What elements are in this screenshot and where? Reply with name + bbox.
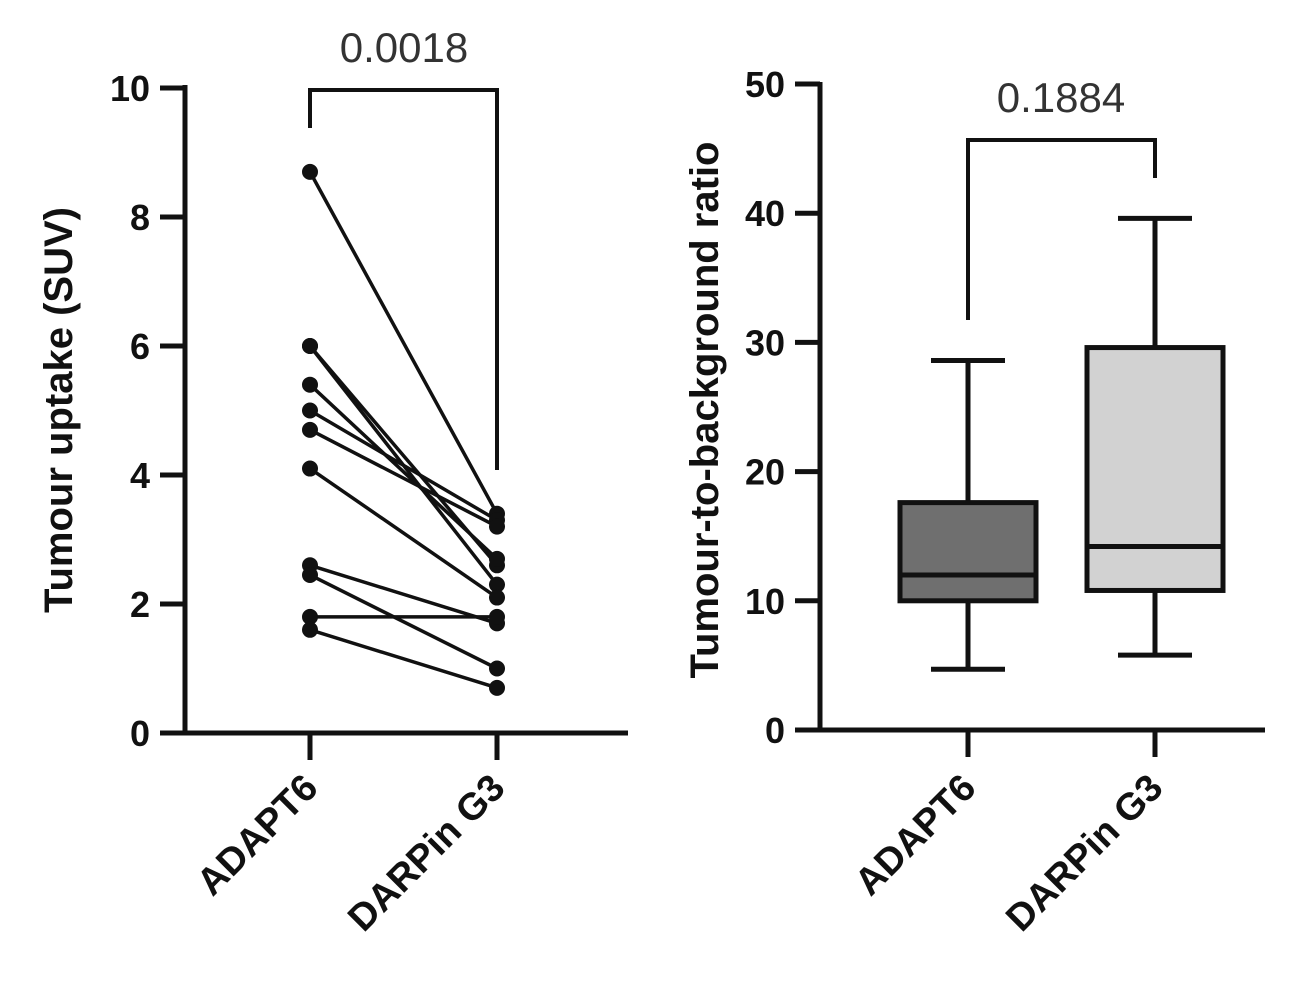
iqr-box [897, 500, 1039, 604]
left-x-label-darpin: DARPin G3 [340, 767, 513, 940]
pair-line [308, 171, 499, 515]
left-y-tick-label: 8 [130, 197, 150, 238]
paired-observation [302, 376, 505, 567]
adapt6-point [302, 608, 318, 625]
left-significance-bracket [308, 88, 499, 470]
adapt6-point [302, 402, 318, 419]
darpin-point [489, 518, 505, 535]
paired-lines [302, 163, 505, 696]
right-x-label-adapt6: ADAPT6 [847, 767, 984, 904]
tbr-panel: Tumour-to-background ratio 0 10 20 30 40 50 0… [683, 64, 1265, 940]
right-y-tick-label: 10 [745, 581, 785, 622]
uptake-panel: Tumour uptake (SUV) 0 2 4 6 8 10 0.0018 ADAPT… [37, 24, 628, 940]
right-p-value: 0.1884 [997, 74, 1125, 121]
left-y-tick-label: 10 [110, 68, 150, 109]
right-y-tick-label: 0 [765, 710, 785, 751]
right-significance-bracket [966, 138, 1157, 320]
left-y-ticks: 0 2 4 6 8 10 [110, 68, 185, 754]
paired-observation [302, 608, 505, 625]
right-x-label-darpin: DARPin G3 [998, 767, 1171, 940]
right-y-tick-label: 20 [745, 452, 785, 493]
pair-line [309, 628, 498, 690]
iqr-box [1084, 345, 1226, 593]
darpin-point [489, 550, 505, 567]
adapt6-point [302, 460, 318, 477]
left-x-label-adapt6: ADAPT6 [189, 767, 326, 904]
paired-observation [302, 421, 505, 535]
adapt6-point [302, 163, 318, 180]
paired-observation [302, 460, 505, 606]
left-y-tick-label: 6 [130, 326, 150, 367]
right-y-axis-label: Tumour-to-background ratio [683, 142, 727, 679]
darpin-point [489, 679, 505, 696]
adapt6-point [302, 376, 318, 393]
boxplots [897, 215, 1226, 672]
left-p-value: 0.0018 [340, 24, 468, 71]
right-y-ticks: 0 10 20 30 40 50 [745, 64, 820, 751]
paired-observation [302, 621, 505, 696]
pair-line [309, 563, 498, 626]
box-darpin-g3 [1084, 215, 1226, 658]
paired-observation [302, 566, 505, 677]
paired-observation [302, 402, 505, 529]
adapt6-point [302, 566, 318, 583]
right-y-tick-label: 50 [745, 64, 785, 105]
pair-line [309, 573, 498, 671]
pair-line [309, 467, 498, 599]
left-y-tick-label: 0 [130, 713, 150, 754]
adapt6-point [302, 421, 318, 438]
adapt6-point [302, 338, 318, 354]
darpin-point [489, 589, 505, 606]
darpin-point [489, 660, 505, 677]
left-y-axis-label: Tumour uptake (SUV) [37, 207, 81, 613]
pair-line [309, 428, 498, 529]
pair-line [308, 383, 499, 561]
darpin-point [489, 576, 505, 593]
left-y-tick-label: 2 [130, 584, 150, 625]
pair-line [309, 408, 498, 522]
right-y-tick-label: 30 [745, 322, 785, 363]
darpin-point [489, 608, 505, 625]
right-y-tick-label: 40 [745, 193, 785, 234]
box-adapt6 [897, 357, 1039, 672]
adapt6-point [302, 621, 318, 638]
left-y-tick-label: 4 [130, 455, 150, 496]
